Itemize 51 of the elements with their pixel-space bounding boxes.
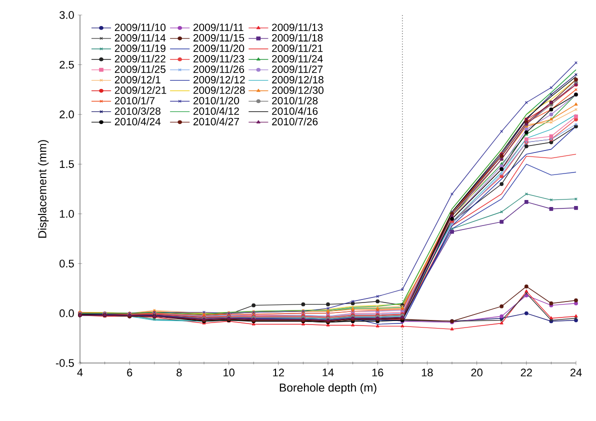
legend-label: 2010/1/28 bbox=[272, 96, 318, 104]
legend-label: 2010/1/20 bbox=[193, 96, 240, 104]
legend-label: 2009/12/12 bbox=[193, 76, 245, 84]
legend-label: 2010/4/16 bbox=[272, 107, 318, 115]
y-tick-label: 0.0 bbox=[60, 309, 74, 318]
x-tick-label: 6 bbox=[127, 368, 132, 376]
legend-label: 2009/11/27 bbox=[272, 65, 323, 73]
y-tick-label: 1.0 bbox=[60, 210, 74, 218]
x-tick-label: 4 bbox=[77, 368, 83, 376]
legend-label: 2009/12/18 bbox=[272, 76, 324, 84]
x-tick-label: 22 bbox=[520, 368, 532, 376]
legend-label: 2010/4/27 bbox=[193, 118, 239, 126]
legend-label: 2009/11/21 bbox=[272, 44, 323, 52]
legend-label: 2009/11/20 bbox=[193, 44, 244, 52]
legend-label: 2009/11/14 bbox=[114, 34, 166, 42]
x-tick-label: 24 bbox=[570, 368, 582, 376]
x-tick-label: 14 bbox=[322, 368, 334, 376]
y-tick-label: 0.5 bbox=[60, 260, 74, 268]
legend-label: 2010/4/24 bbox=[114, 118, 161, 126]
y-tick-label: 2.5 bbox=[60, 60, 74, 69]
legend-label: 2009/11/26 bbox=[193, 65, 244, 73]
x-tick-label: 8 bbox=[176, 368, 182, 376]
legend-label: 2009/11/23 bbox=[193, 54, 244, 63]
legend-label: 2009/11/10 bbox=[114, 23, 166, 32]
legend-label: 2009/11/13 bbox=[272, 23, 323, 32]
y-tick-label: 2.0 bbox=[60, 110, 74, 118]
y-tick-label: -0.5 bbox=[56, 359, 74, 367]
legend-label: 2009/12/1 bbox=[114, 76, 160, 84]
legend-label: 2009/11/19 bbox=[114, 44, 166, 52]
x-axis-title: Borehole depth (m) bbox=[280, 383, 376, 394]
y-tick-label: 3.0 bbox=[60, 11, 74, 19]
y-tick-label: 1.5 bbox=[60, 160, 74, 168]
x-tick-label: 10 bbox=[224, 368, 234, 376]
x-tick-label: 20 bbox=[471, 368, 482, 376]
legend-label: 2009/11/18 bbox=[272, 34, 323, 42]
legend-label: 2009/12/28 bbox=[193, 86, 245, 94]
legend-label: 2009/11/25 bbox=[114, 65, 166, 73]
legend-label: 2010/3/28 bbox=[114, 107, 160, 115]
legend-label: 2010/4/12 bbox=[193, 107, 239, 115]
legend-label: 2009/11/15 bbox=[193, 34, 244, 42]
legend-label: 2009/12/21 bbox=[114, 86, 166, 94]
legend-label: 2009/12/30 bbox=[272, 86, 324, 94]
x-tick-label: 16 bbox=[372, 368, 384, 376]
legend-label: 2009/11/11 bbox=[193, 23, 244, 32]
x-tick-label: 12 bbox=[273, 368, 284, 376]
legend-label: 2010/1/7 bbox=[114, 96, 155, 104]
legend-label: 2009/11/22 bbox=[114, 54, 166, 63]
y-axis-title: Displacement (mm) bbox=[38, 140, 49, 238]
legend-label: 2009/11/24 bbox=[272, 54, 323, 63]
legend-label: 2010/7/26 bbox=[272, 118, 318, 126]
x-tick-label: 18 bbox=[422, 368, 433, 376]
